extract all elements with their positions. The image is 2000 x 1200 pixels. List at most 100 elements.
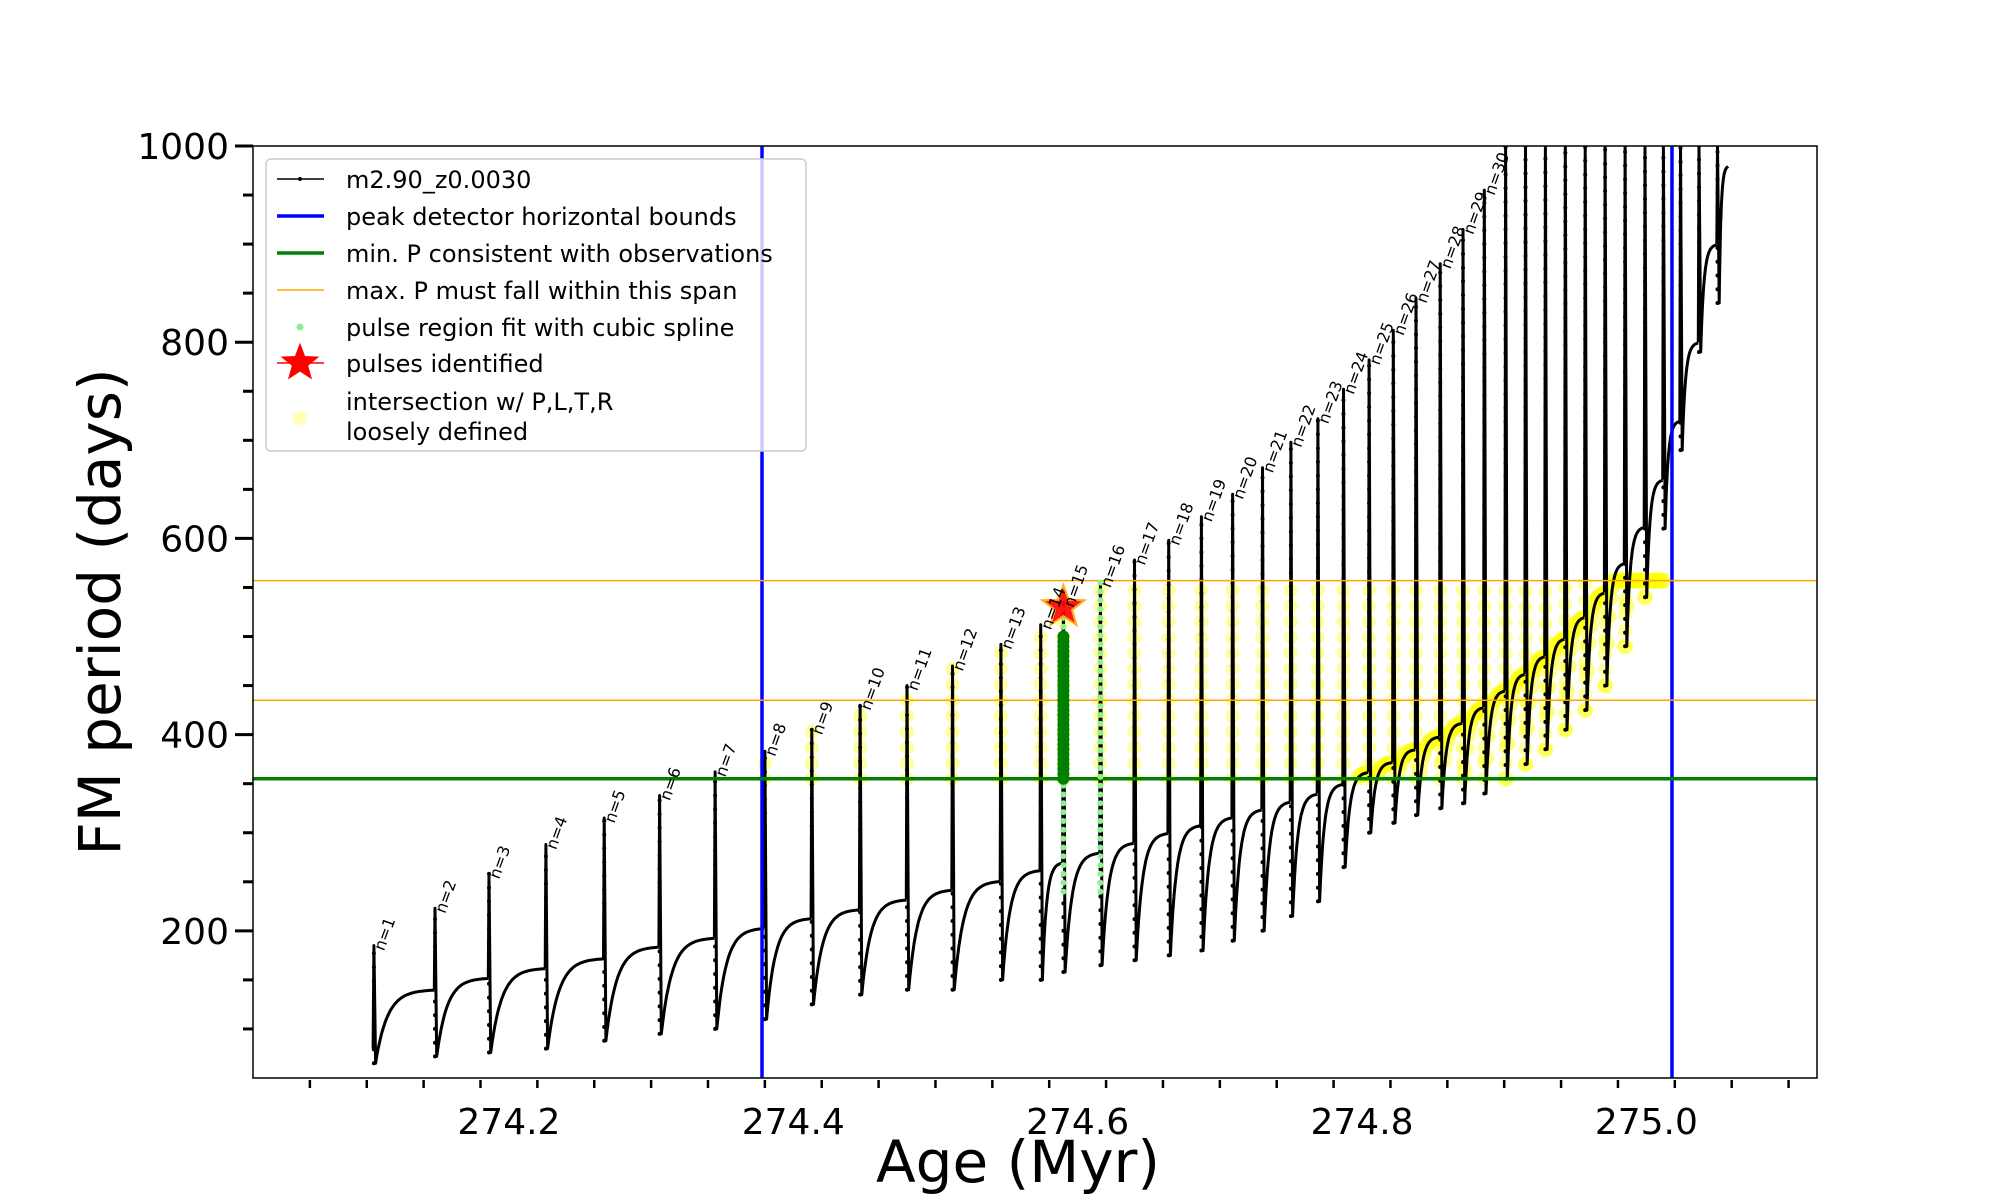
track-point xyxy=(950,767,955,772)
legend-box xyxy=(265,158,807,452)
track-point xyxy=(1414,469,1418,474)
track-point xyxy=(1603,244,1608,249)
track-point xyxy=(1583,186,1588,191)
track-point xyxy=(1260,722,1265,727)
track-point xyxy=(1523,157,1528,162)
track-point xyxy=(1715,204,1720,209)
track-point xyxy=(1623,273,1628,278)
track-point xyxy=(1503,625,1508,630)
track-point xyxy=(1438,655,1443,660)
track-point xyxy=(1543,513,1548,518)
track-point xyxy=(1583,351,1588,355)
track-point xyxy=(1166,555,1171,560)
track-point xyxy=(1661,416,1666,421)
x-tick-label: 275.0 xyxy=(1595,1102,1698,1143)
track-point xyxy=(1643,526,1647,531)
track-point xyxy=(1166,610,1171,614)
track-point xyxy=(1367,446,1372,451)
track-point xyxy=(1367,542,1372,547)
track-point xyxy=(762,769,767,774)
track-point xyxy=(1523,391,1528,396)
track-point xyxy=(1367,665,1372,670)
spline-point xyxy=(1097,888,1104,895)
x-axis: 274.2 274.4 274.6 274.8 275.0 xyxy=(308,1080,1790,1143)
track-point xyxy=(657,963,662,968)
track-point xyxy=(1643,471,1647,476)
track-point xyxy=(1678,393,1683,398)
track-point xyxy=(1461,554,1465,559)
track-point xyxy=(1199,632,1204,637)
track-point xyxy=(1503,158,1508,163)
track-point xyxy=(1563,425,1568,430)
spline-point xyxy=(1060,791,1067,798)
track-point xyxy=(1230,911,1235,916)
track-point xyxy=(1563,672,1568,677)
track-point xyxy=(487,871,491,876)
track-segment xyxy=(602,816,660,1043)
track-point xyxy=(1061,942,1066,947)
track-point xyxy=(433,930,437,935)
track-point xyxy=(1543,651,1548,656)
track-point xyxy=(1166,953,1171,958)
track-point xyxy=(1603,683,1608,688)
track-point xyxy=(1367,652,1372,657)
track-point xyxy=(1461,375,1465,380)
track-point xyxy=(858,855,863,860)
track-point xyxy=(1461,348,1465,353)
track-point xyxy=(1563,370,1568,375)
track-point xyxy=(1697,212,1701,217)
track-point xyxy=(1661,251,1666,256)
track-point xyxy=(1461,499,1465,504)
track-point xyxy=(1623,452,1628,457)
track-point xyxy=(1503,282,1508,287)
track-point xyxy=(1199,797,1204,802)
track-point xyxy=(1503,254,1508,259)
track-point xyxy=(1543,390,1548,395)
track-point xyxy=(1341,590,1346,595)
track-point xyxy=(1341,700,1346,705)
track-point xyxy=(1503,419,1508,424)
track-point xyxy=(1288,831,1293,836)
track-point xyxy=(1438,627,1443,632)
track-point xyxy=(905,974,909,978)
track-point xyxy=(762,907,767,912)
track-point xyxy=(998,689,1003,694)
track-point xyxy=(1661,183,1666,188)
track-point xyxy=(809,865,814,870)
track-point xyxy=(371,965,376,970)
track-point xyxy=(1482,709,1487,714)
track-point xyxy=(487,954,491,959)
track-point xyxy=(1098,949,1103,954)
track-point xyxy=(1603,422,1608,427)
track-point xyxy=(1523,281,1528,286)
track-point xyxy=(1038,730,1043,735)
track-point xyxy=(1414,483,1418,488)
track-point xyxy=(1643,238,1647,243)
track-point xyxy=(1603,202,1608,207)
track-point xyxy=(1543,706,1548,711)
track-point xyxy=(1132,917,1137,922)
track-point xyxy=(1543,239,1548,244)
track-point xyxy=(1230,883,1235,888)
track-point xyxy=(1697,198,1701,203)
track-point xyxy=(1230,622,1235,627)
legend-entry-max-p: max. P must fall within this span xyxy=(277,277,737,305)
track-point xyxy=(1461,293,1465,298)
track-segment xyxy=(1341,387,1370,869)
track-point xyxy=(1697,350,1701,354)
track-point xyxy=(1230,828,1235,833)
track-point xyxy=(1503,392,1508,397)
track-point xyxy=(1643,155,1647,160)
track-point xyxy=(762,975,767,980)
track-point xyxy=(1367,363,1372,368)
track-point xyxy=(433,944,437,949)
track-point xyxy=(1523,528,1528,533)
track-point xyxy=(1643,197,1647,201)
spline-point xyxy=(1097,694,1104,701)
track-point xyxy=(1166,884,1171,889)
track-point xyxy=(1503,323,1508,328)
track-point xyxy=(1661,306,1666,311)
track-point xyxy=(1199,673,1204,678)
track-point xyxy=(1260,873,1265,878)
track-segment xyxy=(1230,492,1263,943)
